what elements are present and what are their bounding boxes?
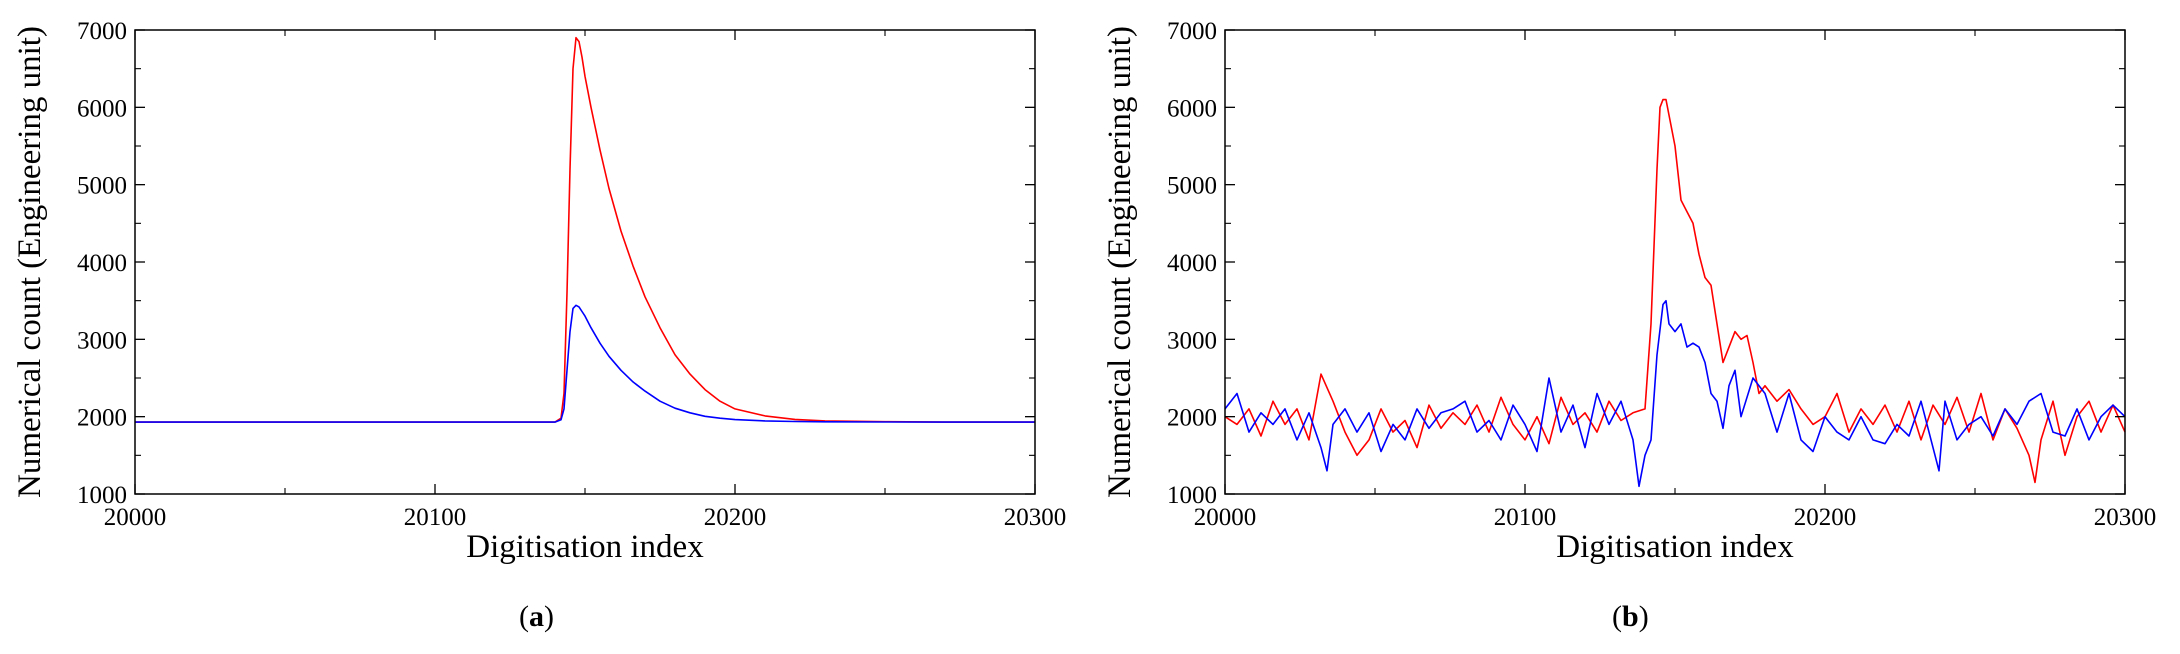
- y-tick-label: 1000: [77, 482, 127, 509]
- y-tick-label: 6000: [77, 95, 127, 122]
- caption-a: (a): [519, 600, 554, 633]
- y-tick-label: 5000: [1167, 173, 1217, 200]
- series-line-red: [1224, 98, 2126, 484]
- series-line-red: [135, 36, 1035, 423]
- chart-b: 20000 20100 20200 20300 1000 2000 3000 4000 5000…: [1102, 18, 2157, 565]
- y-tick-label: 3000: [77, 327, 127, 354]
- plot-frame: [1224, 29, 2126, 495]
- y-tick-label: 6000: [1167, 95, 1217, 122]
- y-tick-label: 1000: [1167, 482, 1217, 509]
- y-tick-label: 3000: [1167, 327, 1217, 354]
- y-tick-label: 7000: [1167, 18, 1217, 45]
- x-tick-label: 20100: [1494, 504, 1557, 531]
- chart-a: 20000 20100 20200 20300 1000 2000 3000 4000 5000…: [12, 18, 1067, 565]
- y-axis-title: Numerical count (Engineering unit): [12, 26, 48, 498]
- x-axis-title: Digitisation index: [1556, 529, 1794, 565]
- x-axis-title: Digitisation index: [466, 529, 704, 565]
- x-tick-label: 20000: [1194, 504, 1257, 531]
- y-tick-label: 7000: [77, 18, 127, 45]
- chart-panel-b: 20000 20100 20200 20300 1000 2000 3000 4000 5000…: [1090, 0, 2180, 585]
- y-tick-label: 4000: [77, 250, 127, 277]
- x-tick-label: 20100: [404, 504, 467, 531]
- plot-frame: [134, 29, 1036, 495]
- x-tick-label: 20200: [704, 504, 767, 531]
- y-axis-title: Numerical count (Engineering unit): [1102, 26, 1138, 498]
- x-tick-label: 20200: [1794, 504, 1857, 531]
- y-tick-label: 2000: [1167, 405, 1217, 432]
- x-tick-label: 20000: [104, 504, 167, 531]
- caption-b: (b): [1612, 600, 1649, 633]
- series-line-blue: [1224, 299, 2126, 488]
- y-tick-label: 4000: [1167, 250, 1217, 277]
- y-tick-label: 2000: [77, 405, 127, 432]
- x-tick-label: 20300: [2094, 504, 2157, 531]
- x-tick-label: 20300: [1004, 504, 1067, 531]
- y-tick-label: 5000: [77, 173, 127, 200]
- series-line-blue: [135, 304, 1035, 423]
- chart-panel-a: 20000 20100 20200 20300 1000 2000 3000 4000 5000…: [0, 0, 1090, 585]
